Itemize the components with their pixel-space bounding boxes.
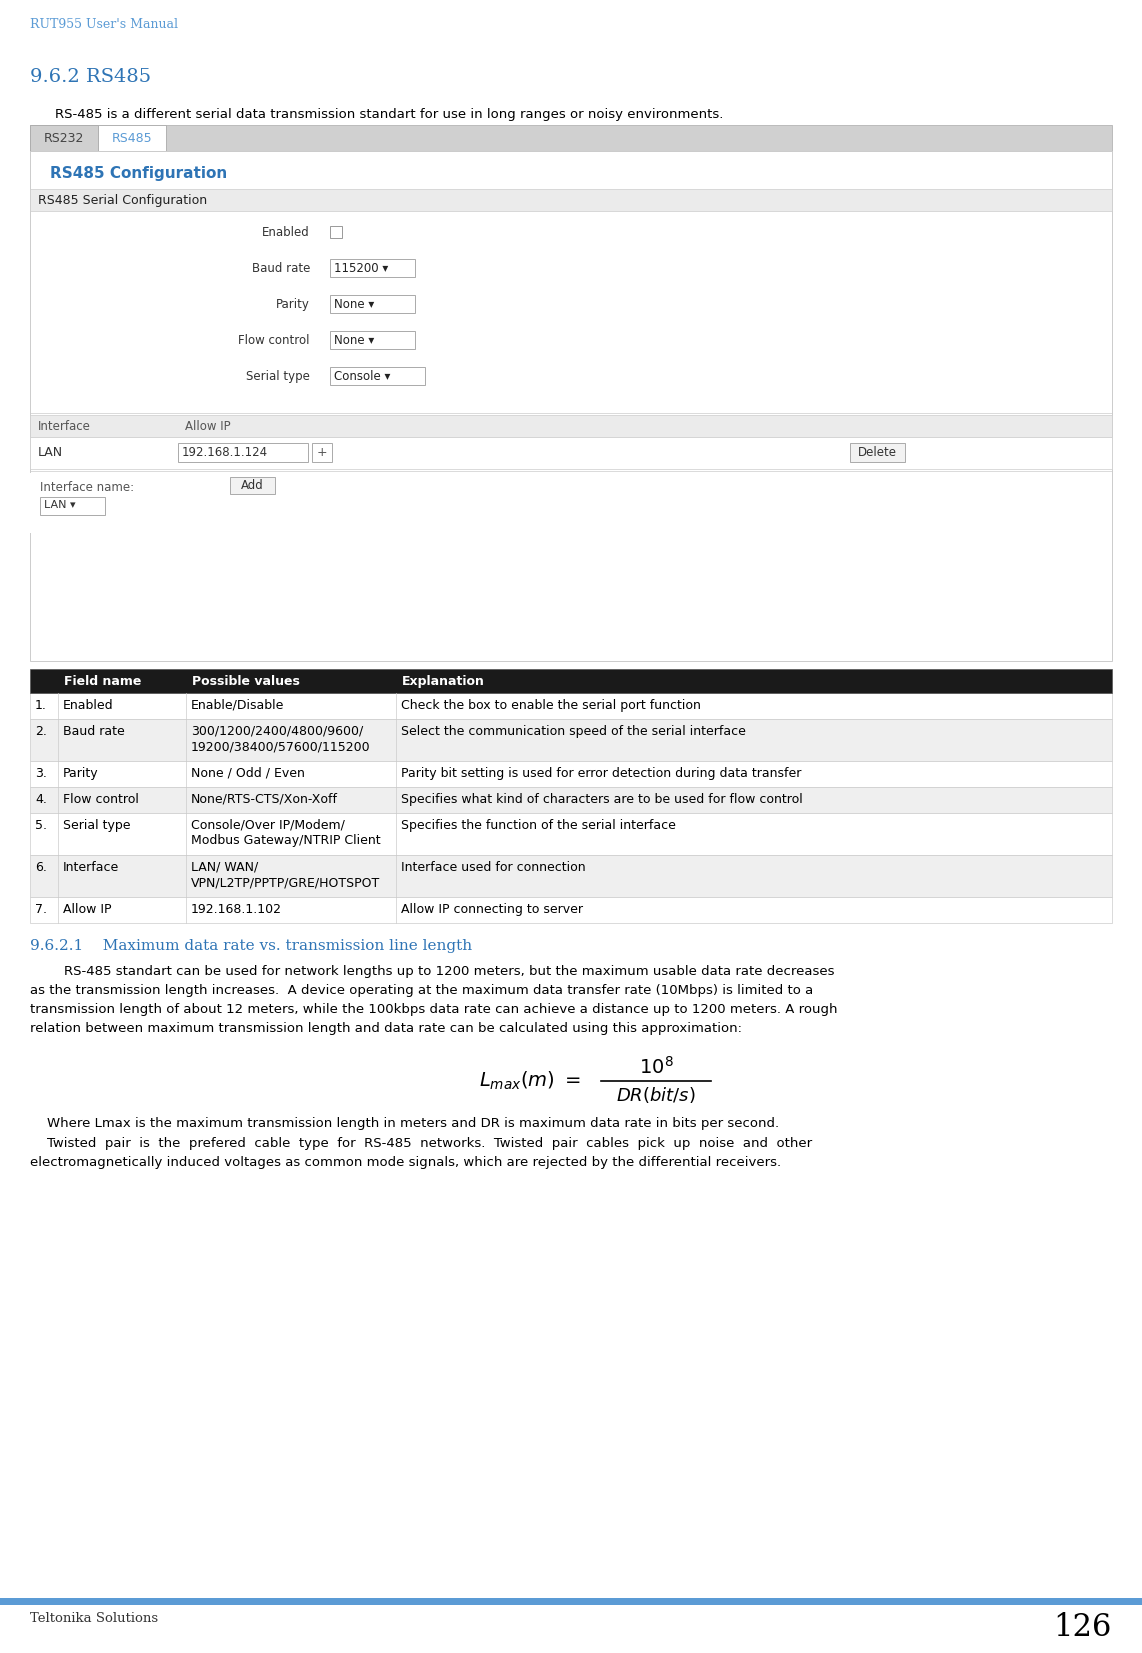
Text: 300/1200/2400/4800/9600/
19200/38400/57600/115200: 300/1200/2400/4800/9600/ 19200/38400/576…	[191, 726, 371, 754]
Bar	[30, 855, 1112, 898]
Text: 192.168.1.102: 192.168.1.102	[191, 903, 282, 916]
Text: Delete: Delete	[858, 446, 896, 460]
Text: Serial type: Serial type	[247, 370, 309, 383]
Text: Console ▾: Console ▾	[333, 370, 391, 383]
Bar	[330, 294, 415, 312]
Text: +: +	[316, 446, 328, 460]
Text: 6.: 6.	[35, 861, 47, 874]
Bar	[30, 473, 1112, 532]
Text: 2.: 2.	[35, 726, 47, 737]
Bar	[0, 1598, 1142, 1605]
Text: 1.: 1.	[35, 699, 47, 712]
Text: RS232: RS232	[43, 132, 85, 145]
Bar	[30, 760, 1112, 787]
Text: RS485 Configuration: RS485 Configuration	[50, 165, 227, 180]
Text: Enabled: Enabled	[263, 226, 309, 240]
Text: LAN ▾: LAN ▾	[45, 499, 75, 511]
Text: RS485: RS485	[112, 132, 152, 145]
Text: $L_{max}(m)\ =$: $L_{max}(m)\ =$	[480, 1069, 581, 1093]
Bar	[30, 693, 1112, 719]
Text: Interface: Interface	[38, 420, 91, 433]
Text: Allow IP connecting to server: Allow IP connecting to server	[401, 903, 584, 916]
Text: 192.168.1.124: 192.168.1.124	[182, 446, 268, 460]
Text: 7.: 7.	[35, 903, 47, 916]
Text: 5.: 5.	[35, 818, 47, 831]
Bar	[330, 226, 341, 238]
Text: Allow IP: Allow IP	[185, 420, 231, 433]
Text: Flow control: Flow control	[63, 793, 139, 807]
Text: 115200 ▾: 115200 ▾	[333, 261, 388, 274]
Bar	[30, 415, 1112, 436]
Text: 3.: 3.	[35, 767, 47, 780]
Text: RS-485 is a different serial data transmission standart for use in long ranges o: RS-485 is a different serial data transm…	[55, 107, 723, 121]
Text: electromagnetically induced voltages as common mode signals, which are rejected : electromagnetically induced voltages as …	[30, 1155, 781, 1169]
Text: Select the communication speed of the serial interface: Select the communication speed of the se…	[401, 726, 746, 737]
Bar	[330, 260, 415, 278]
Text: Twisted  pair  is  the  prefered  cable  type  for  RS-485  networks.  Twisted  : Twisted pair is the prefered cable type …	[30, 1137, 812, 1150]
Bar	[40, 498, 105, 516]
Text: Enable/Disable: Enable/Disable	[191, 699, 284, 712]
Text: relation between maximum transmission length and data rate can be calculated usi: relation between maximum transmission le…	[30, 1022, 742, 1035]
Bar	[30, 719, 1112, 760]
Bar	[850, 443, 904, 461]
Text: RS485 Serial Configuration: RS485 Serial Configuration	[38, 193, 207, 207]
Bar	[30, 436, 1112, 469]
Text: as the transmission length increases.  A device operating at the maximum data tr: as the transmission length increases. A …	[30, 984, 813, 997]
Bar	[30, 898, 1112, 922]
Bar	[30, 669, 1112, 693]
Bar	[30, 813, 1112, 855]
Text: Baud rate: Baud rate	[63, 726, 124, 737]
Text: 126: 126	[1054, 1612, 1112, 1643]
Text: Parity bit setting is used for error detection during data transfer: Parity bit setting is used for error det…	[401, 767, 802, 780]
Text: $DR(bit/s)$: $DR(bit/s)$	[617, 1084, 695, 1104]
Text: $10^8$: $10^8$	[638, 1056, 674, 1078]
Text: Parity: Parity	[63, 767, 98, 780]
Text: Interface name:: Interface name:	[40, 481, 134, 494]
Text: None/RTS-CTS/Xon-Xoff: None/RTS-CTS/Xon-Xoff	[191, 793, 338, 807]
Text: 4.: 4.	[35, 793, 47, 807]
Text: Flow control: Flow control	[239, 334, 309, 347]
Text: Baud rate: Baud rate	[251, 261, 309, 274]
Text: RUT955 User's Manual: RUT955 User's Manual	[30, 18, 178, 31]
Bar	[30, 188, 1112, 212]
Bar	[312, 443, 332, 461]
Text: Interface: Interface	[63, 861, 119, 874]
Text: None / Odd / Even: None / Odd / Even	[191, 767, 305, 780]
Text: Parity: Parity	[276, 298, 309, 311]
Text: Serial type: Serial type	[63, 818, 130, 831]
Bar	[330, 331, 415, 349]
Text: Possible values: Possible values	[192, 674, 300, 688]
Text: Enabled: Enabled	[63, 699, 113, 712]
Bar	[98, 126, 166, 150]
Text: None ▾: None ▾	[333, 298, 375, 311]
Text: None ▾: None ▾	[333, 334, 375, 347]
Text: Explanation: Explanation	[402, 674, 485, 688]
Text: Add: Add	[241, 479, 264, 493]
Text: Interface used for connection: Interface used for connection	[401, 861, 586, 874]
Bar	[30, 787, 1112, 813]
Text: Allow IP: Allow IP	[63, 903, 112, 916]
Text: 9.6.2.1    Maximum data rate vs. transmission line length: 9.6.2.1 Maximum data rate vs. transmissi…	[30, 939, 472, 954]
Bar	[230, 478, 275, 494]
Text: LAN: LAN	[38, 446, 63, 460]
Bar	[330, 367, 425, 385]
Text: Where Lmax is the maximum transmission length in meters and DR is maximum data r: Where Lmax is the maximum transmission l…	[30, 1117, 779, 1131]
Text: 9.6.2 RS485: 9.6.2 RS485	[30, 68, 151, 86]
Text: RS-485 standart can be used for network lengths up to 1200 meters, but the maxim: RS-485 standart can be used for network …	[30, 965, 835, 979]
Bar	[30, 126, 98, 150]
Bar	[30, 126, 1112, 150]
Text: LAN/ WAN/
VPN/L2TP/PPTP/GRE/HOTSPOT: LAN/ WAN/ VPN/L2TP/PPTP/GRE/HOTSPOT	[191, 861, 380, 889]
Text: transmission length of about 12 meters, while the 100kbps data rate can achieve : transmission length of about 12 meters, …	[30, 1003, 837, 1017]
Text: Console/Over IP/Modem/
Modbus Gateway/NTRIP Client: Console/Over IP/Modem/ Modbus Gateway/NT…	[191, 818, 380, 846]
Text: Teltonika Solutions: Teltonika Solutions	[30, 1612, 158, 1625]
Text: Specifies what kind of characters are to be used for flow control: Specifies what kind of characters are to…	[401, 793, 803, 807]
Text: Check the box to enable the serial port function: Check the box to enable the serial port …	[401, 699, 701, 712]
Bar	[30, 150, 1112, 661]
Text: Field name: Field name	[64, 674, 142, 688]
Bar	[178, 443, 308, 461]
Text: Specifies the function of the serial interface: Specifies the function of the serial int…	[401, 818, 676, 831]
